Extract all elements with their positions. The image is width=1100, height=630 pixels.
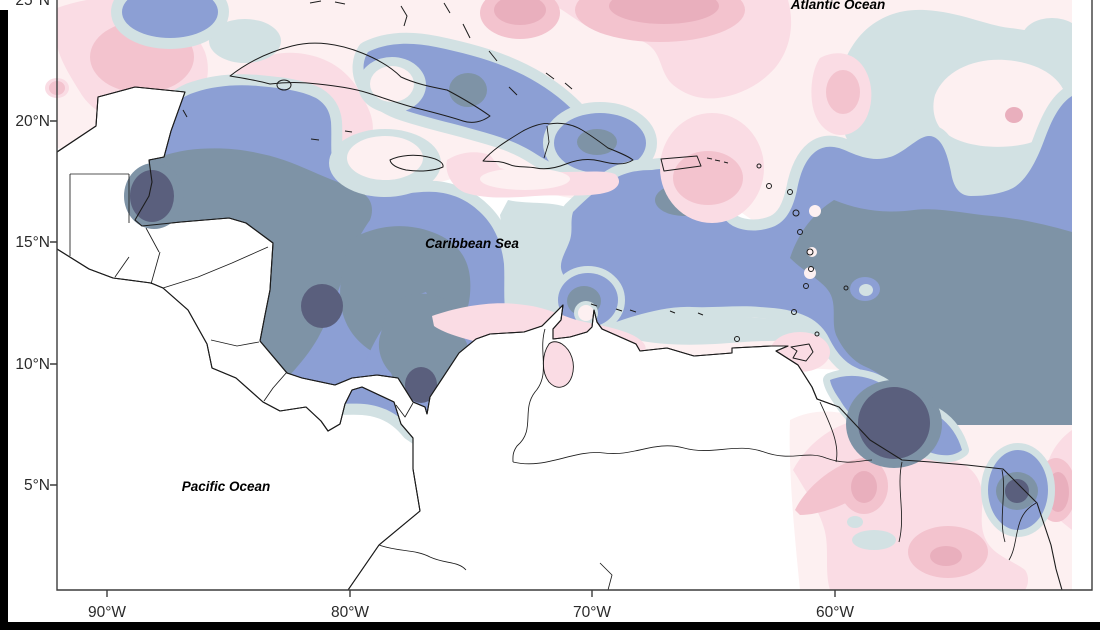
border-costarica-panama bbox=[263, 371, 288, 402]
y-ticks bbox=[50, 120, 57, 486]
midpink-antilles-blob bbox=[673, 151, 743, 205]
border-guatemala-honduras bbox=[114, 227, 161, 285]
y-tick-label-20n: 20°N bbox=[15, 113, 50, 130]
nearwhite-south-hispaniola bbox=[480, 168, 570, 190]
dark-guyana bbox=[858, 387, 930, 459]
y-tick-label-10n: 10°N bbox=[15, 356, 50, 373]
region-labels: Atlantic Ocean Caribbean Sea Pacific Oce… bbox=[182, 0, 886, 494]
slate-hispaniola bbox=[577, 129, 617, 155]
white-jamaica-zone bbox=[347, 136, 423, 180]
border-haiti-dr bbox=[543, 125, 550, 159]
x-tick-label-80w: 80°W bbox=[331, 604, 369, 621]
atlantic-ocean-label: Atlantic Ocean bbox=[790, 0, 886, 12]
border-nicaragua-costarica bbox=[210, 339, 260, 347]
jamaica-coastline bbox=[389, 154, 444, 172]
rose-top2 bbox=[494, 0, 546, 25]
nearwhite-island-topright bbox=[933, 59, 1068, 147]
slate-cuba bbox=[449, 73, 487, 107]
blue-florida-corner bbox=[111, 0, 229, 49]
islands bbox=[182, 0, 849, 362]
x-ticks bbox=[106, 590, 836, 597]
letterbox-bottom bbox=[0, 622, 1100, 630]
coastlines-borders bbox=[56, 86, 1063, 591]
left-axis-margin-patch bbox=[8, 0, 57, 590]
rose-top-band-core2 bbox=[609, 0, 719, 24]
letterbox-bars bbox=[0, 10, 1100, 630]
border-colombia-south bbox=[378, 544, 613, 591]
teal-brazil-bottom bbox=[852, 530, 896, 550]
border-mexico-guatemala bbox=[69, 173, 129, 256]
lesser-antilles-arc bbox=[734, 163, 849, 342]
x-tick-label-70w: 70°W bbox=[573, 604, 611, 621]
teal-right-corner bbox=[1022, 18, 1082, 58]
caribbean-sea-label: Caribbean Sea bbox=[425, 236, 519, 251]
teal-core-barbados bbox=[859, 284, 873, 296]
border-panama-colombia bbox=[395, 402, 414, 418]
white-hole-curacao bbox=[578, 305, 594, 321]
border-brazil-north bbox=[512, 445, 873, 465]
white-hole-stlucia bbox=[804, 267, 816, 279]
dark-frenchguiana bbox=[1005, 479, 1029, 503]
border-suriname-frenchguiana bbox=[1001, 469, 1006, 543]
land-overlays bbox=[124, 163, 1076, 590]
teal-guiana-dot bbox=[847, 516, 863, 528]
isle-of-youth bbox=[276, 79, 292, 91]
rose-brazil-bottom bbox=[930, 546, 962, 566]
white-hole-guadeloupe bbox=[809, 205, 821, 217]
white-hole-martinique bbox=[807, 247, 817, 257]
midpink-blob-860 bbox=[826, 70, 860, 114]
cuba-coastline bbox=[229, 42, 491, 123]
trinidad-coastline bbox=[790, 343, 814, 362]
cayman-cozumel bbox=[182, 109, 353, 141]
dark-belize bbox=[130, 170, 174, 222]
abc-islands bbox=[590, 303, 704, 316]
letterbox-left bbox=[0, 10, 8, 630]
plot-frame bbox=[56, 0, 1093, 591]
puertorico-coastline bbox=[660, 155, 702, 172]
y-tick-label-15n: 15°N bbox=[15, 234, 50, 251]
y-tick-label-5n: 5°N bbox=[24, 477, 50, 494]
border-honduras-nicaragua bbox=[162, 246, 269, 289]
white-hole-florida-strait bbox=[370, 66, 414, 102]
lake-maracaibo bbox=[542, 341, 574, 388]
rose-guiana-core bbox=[851, 471, 877, 503]
pacific-ocean-label: Pacific Ocean bbox=[182, 479, 271, 494]
blue-streak-west bbox=[358, 292, 430, 389]
rose-dot-topright bbox=[1005, 107, 1023, 123]
border-venezuela-guyana bbox=[819, 401, 838, 463]
border-colombia-venezuela bbox=[512, 328, 546, 463]
dark-blob-panama bbox=[405, 367, 437, 403]
dark-blob-west bbox=[301, 284, 343, 328]
right-data-margin bbox=[1072, 0, 1092, 590]
x-tick-label-60w: 60°W bbox=[816, 604, 854, 621]
teal-top-center bbox=[209, 19, 281, 63]
border-frenchguiana-brazil bbox=[1008, 502, 1037, 561]
border-guyana-suriname bbox=[898, 461, 903, 543]
x-tick-label-90w: 90°W bbox=[88, 604, 126, 621]
hispaniola-coastline bbox=[482, 122, 634, 170]
y-tick-label-25n: 25°N bbox=[15, 0, 50, 9]
virgin-islands bbox=[706, 157, 729, 164]
bahamas-islands bbox=[309, 0, 573, 96]
